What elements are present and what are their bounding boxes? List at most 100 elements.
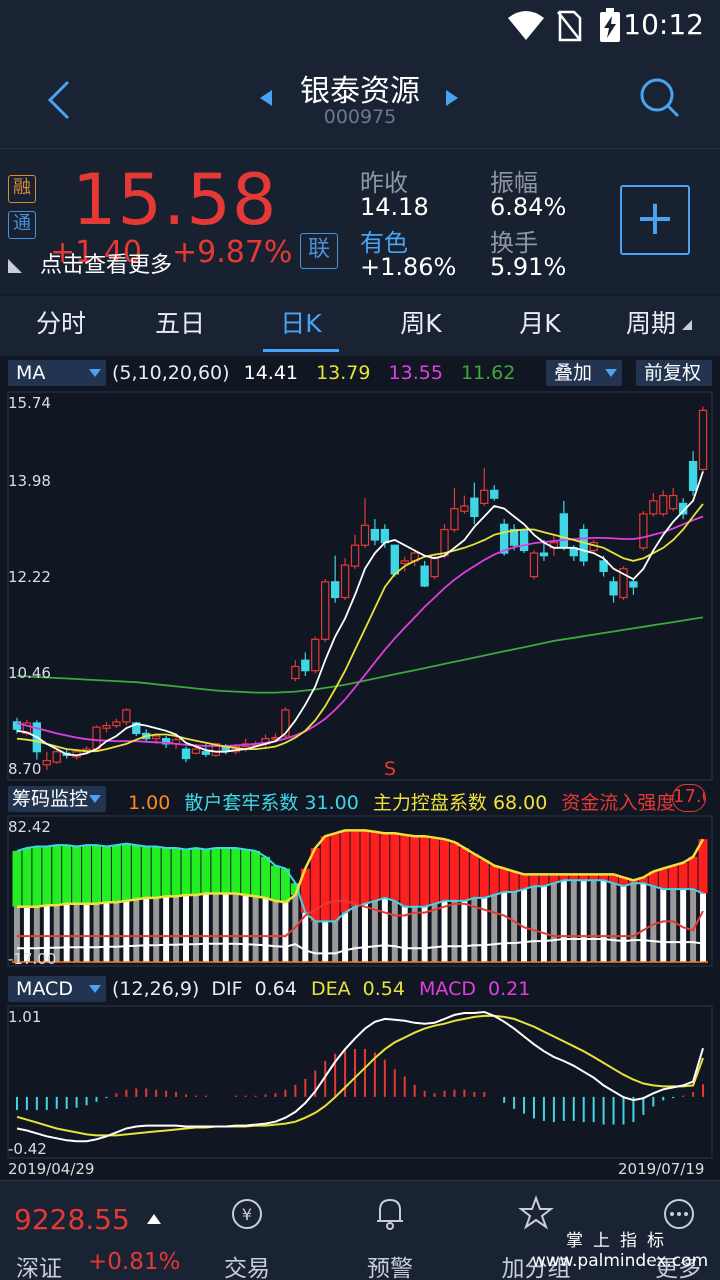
next-stock-icon[interactable] [444, 88, 460, 108]
chip-base-bar [560, 880, 567, 962]
nav-more[interactable]: 更多 [655, 1256, 701, 1280]
chip-base-bar [282, 902, 289, 962]
chip-diff-bar [231, 847, 241, 894]
chip-diff-bar [241, 849, 251, 895]
battery-charging-icon [600, 8, 620, 42]
candle-body [430, 557, 439, 578]
chip-base-bar [660, 889, 667, 962]
kline-axis-4: 10.46 [8, 664, 51, 682]
stock-name: 银泰资源 [300, 74, 420, 109]
candle-body [420, 565, 429, 587]
tab-five-day[interactable]: 五日 [154, 309, 205, 338]
chip-base-bar [610, 883, 617, 962]
macd-value: 0.21 [488, 978, 531, 1000]
candle-body [52, 751, 61, 763]
star-icon[interactable] [518, 1195, 554, 1231]
end-date: 2019/07/19 [618, 1160, 705, 1178]
nav-trade[interactable]: 交易 [224, 1256, 270, 1280]
candle-body [161, 738, 171, 745]
no-sim-icon [557, 10, 582, 42]
chip-v4[interactable]: 17.0 [672, 784, 706, 812]
candle-body [380, 528, 390, 544]
chip-diff-bar [638, 877, 648, 884]
candle-body [470, 497, 479, 518]
sell-signal-marker: S [384, 758, 397, 780]
chip-diff-bar [658, 868, 668, 890]
chip-base-bar [222, 893, 229, 962]
dif-value: 0.64 [254, 978, 297, 1000]
index-value[interactable]: 9228.55 [14, 1203, 130, 1236]
candle-body [619, 568, 628, 599]
chip-base-bar [501, 892, 508, 962]
chip-diff-bar [648, 871, 658, 887]
chart-area[interactable]: MA (5,10,20,60) 14.41 13.79 13.55 11.62 … [0, 356, 720, 1180]
back-icon[interactable] [44, 78, 74, 122]
chip-white-line [17, 938, 704, 955]
chip-v1: 1.00 [128, 792, 171, 814]
search-icon[interactable] [638, 76, 682, 120]
macd-params: (12,26,9) [112, 978, 200, 1000]
nav-add-group[interactable]: 加分组 [501, 1256, 571, 1280]
kline-axis-2: 13.98 [8, 472, 51, 490]
chip-base-bar [521, 889, 528, 962]
chip-diff-bar [449, 842, 459, 901]
chip-selector[interactable]: 筹码监控 [8, 786, 106, 812]
adjust-button[interactable]: 前复权 [636, 360, 712, 386]
bell-icon[interactable] [374, 1195, 406, 1231]
fund-flow-line [17, 899, 704, 938]
chip-diff-bar [619, 877, 628, 887]
macd-selector-label: MACD [16, 978, 73, 1000]
tab-monthly-k[interactable]: 月K [519, 309, 561, 338]
chip-diff-bar [668, 865, 678, 890]
chip-base-bar [262, 897, 269, 962]
chip-diff-bar [12, 850, 22, 907]
chip-base-bar [680, 889, 687, 962]
candle-body [211, 743, 221, 756]
prev-close-value: 14.18 [360, 193, 429, 221]
candle-body [400, 560, 409, 565]
candle-body [201, 751, 211, 755]
macd-selector[interactable]: MACD [8, 976, 106, 1002]
chip-diff-bar [400, 834, 410, 907]
related-button[interactable]: 联 [300, 233, 338, 269]
candle-body [311, 638, 320, 672]
sector-label[interactable]: 有色 [360, 229, 408, 257]
chip-diff-bar [191, 847, 201, 895]
chip-base-bar [670, 889, 677, 962]
period-dropdown-icon [682, 320, 692, 330]
macd-label: MACD [419, 978, 476, 1000]
chip-base-bar [421, 906, 428, 962]
chip-base-bar [531, 886, 537, 962]
chip-diff-bar [340, 830, 350, 913]
candle-body [151, 735, 161, 740]
chip-diff-bar [430, 837, 440, 904]
more-icon[interactable] [662, 1197, 696, 1231]
chip-base-bar [481, 897, 488, 962]
overlay-selector[interactable]: 叠加 [546, 360, 622, 386]
chip-base-bar [431, 903, 438, 962]
tab-intraday[interactable]: 分时 [35, 309, 86, 338]
candle-body [599, 560, 608, 572]
ma-selector[interactable]: MA [8, 360, 106, 386]
ma5-line [16, 471, 704, 757]
chip-diff-bar [410, 836, 420, 907]
trade-icon[interactable]: ¥ [230, 1197, 264, 1231]
view-more-tip[interactable]: 点击查看更多 [40, 253, 173, 278]
chip-base-bar [620, 886, 627, 962]
quote-panel[interactable]: 融 通 15.58 +1.40 +9.87% 点击查看更多 联 昨收 14.18… [0, 148, 720, 294]
chip-diff-bar [549, 874, 559, 884]
candle-body [490, 489, 499, 499]
chip-base-bar [173, 896, 180, 962]
tab-weekly-k[interactable]: 周K [400, 309, 442, 338]
expand-corner-icon [8, 259, 22, 273]
index-name: 深证 [16, 1256, 62, 1280]
chip-base-bar [232, 893, 239, 962]
candle-body [390, 544, 399, 575]
add-watchlist-button[interactable]: + [620, 185, 690, 255]
chip-diff-bar [559, 874, 569, 881]
ma20-line [16, 515, 704, 747]
tab-period[interactable]: 周期 [625, 309, 676, 338]
nav-alert[interactable]: 预警 [367, 1256, 413, 1280]
prev-stock-icon[interactable] [258, 88, 274, 108]
tab-daily-k[interactable]: 日K [280, 309, 322, 338]
